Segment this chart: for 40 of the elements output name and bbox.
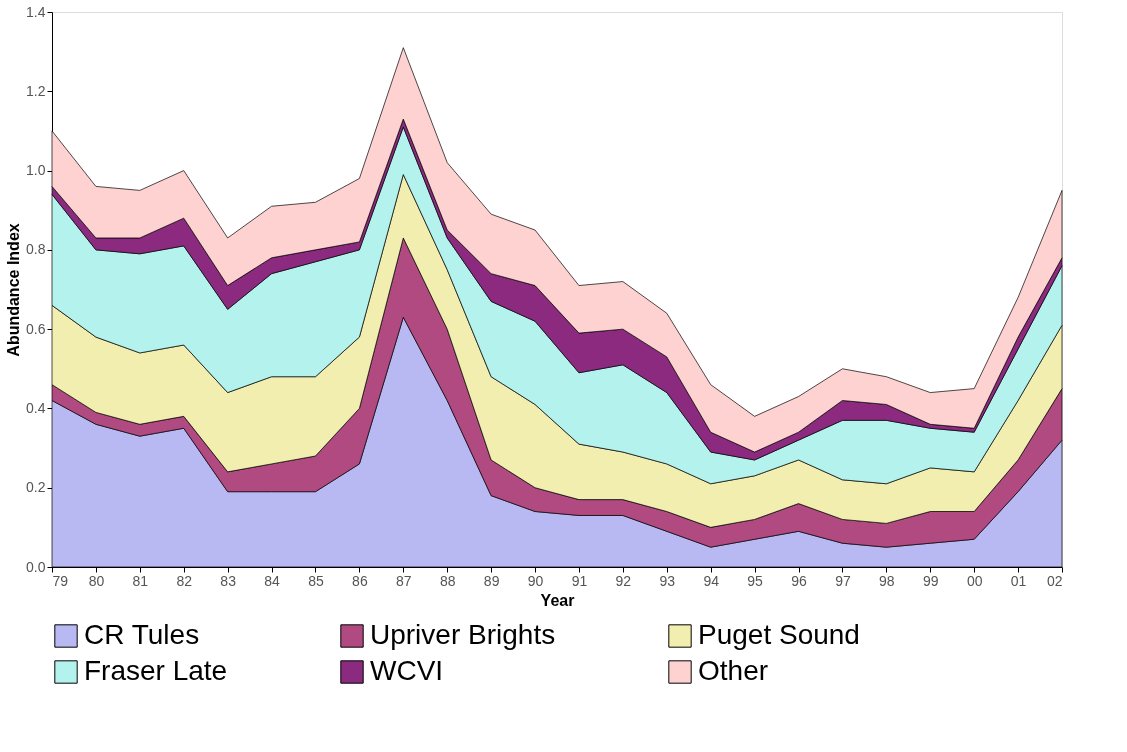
y-tick-label: 0.0: [26, 558, 46, 575]
x-tick-label: 80: [88, 572, 105, 589]
x-tick-label: 79: [52, 572, 69, 589]
y-axis-title: Abundance Index: [5, 223, 23, 357]
x-tick-label: 95: [747, 572, 764, 589]
legend-label: WCVI: [370, 655, 444, 686]
x-tick-label: 87: [396, 572, 412, 589]
x-tick-label: 88: [439, 572, 456, 589]
x-tick-label: 98: [879, 572, 895, 589]
legend-label: CR Tules: [84, 619, 200, 650]
x-tick-label: 96: [791, 572, 808, 589]
x-tick-label: 00: [966, 572, 983, 589]
x-tick-label: 99: [922, 572, 939, 589]
y-tick-label: 1.0: [26, 162, 46, 179]
y-tick-label: 0.6: [26, 320, 46, 337]
x-tick-label: 91: [571, 572, 588, 589]
x-tick-label: 97: [835, 572, 851, 589]
x-tick-label: 92: [615, 572, 632, 589]
x-tick-label: 86: [352, 572, 368, 589]
x-tick-label: 85: [308, 572, 324, 589]
y-tick-label: 0.8: [26, 241, 46, 258]
legend-label: Fraser Late: [84, 655, 228, 686]
x-axis-title: Year: [540, 591, 575, 609]
legend-label: Puget Sound: [698, 619, 860, 650]
x-tick-label: 90: [527, 572, 544, 589]
x-tick-label: 94: [703, 572, 720, 589]
x-tick-label: 84: [264, 572, 281, 589]
x-tick-label: 83: [220, 572, 237, 589]
legend-label: Other: [698, 655, 769, 686]
x-tick-label: 89: [483, 572, 500, 589]
y-tick-label: 0.4: [26, 399, 46, 416]
x-tick-label: 02: [1046, 572, 1063, 589]
x-tick-label: 81: [132, 572, 149, 589]
x-tick-label: 82: [176, 572, 193, 589]
legend-label: Upriver Brights: [370, 619, 556, 650]
y-tick-label: 0.2: [26, 479, 46, 496]
y-tick-label: 1.4: [26, 3, 46, 20]
y-tick-label: 1.2: [26, 82, 46, 99]
x-tick-label: 93: [659, 572, 676, 589]
x-tick-label: 01: [1010, 572, 1027, 589]
